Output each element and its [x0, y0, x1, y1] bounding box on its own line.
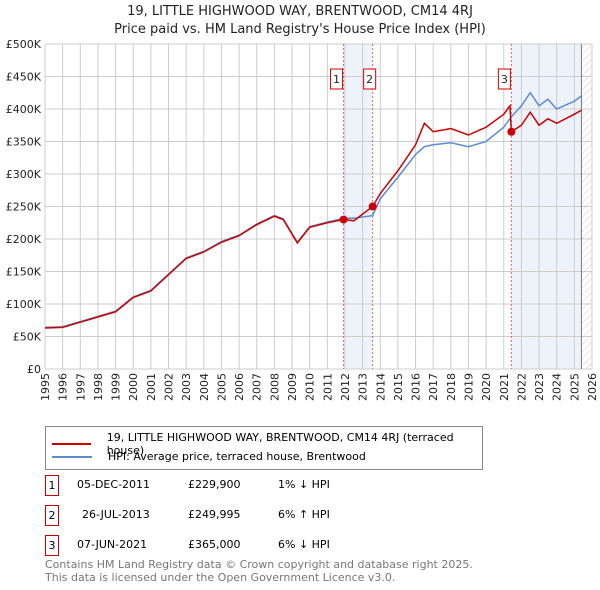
x-tick-label: 2021 [498, 373, 511, 401]
legend-label: 19, LITTLE HIGHWOOD WAY, BRENTWOOD, CM14… [106, 431, 454, 457]
sale-point [368, 202, 377, 211]
sale-marker-badge: 2 [45, 505, 59, 526]
x-tick-label: 2013 [357, 373, 370, 401]
x-tick-label: 2016 [410, 373, 423, 401]
x-tick-label: 2022 [515, 373, 528, 401]
x-tick-label: 1995 [39, 373, 52, 401]
x-tick-label: 2014 [374, 373, 387, 401]
series-line-0 [44, 103, 582, 329]
sale-marker-label: 3 [501, 73, 508, 86]
x-tick-label: 2009 [286, 373, 299, 401]
y-tick-label: £400K [6, 103, 42, 116]
x-tick-label: 2019 [462, 373, 475, 401]
y-tick-label: £250K [6, 201, 42, 214]
legend-label: HPI: Average price, terraced house, Bren… [108, 450, 366, 463]
sale-date: 26-JUL-2013 [82, 508, 150, 521]
y-tick-label: £50K [13, 331, 42, 344]
x-tick-label: 2002 [163, 373, 176, 401]
footer: Contains HM Land Registry data © Crown c… [45, 558, 473, 584]
x-tick-label: 1997 [74, 373, 87, 401]
x-tick-label: 1998 [92, 373, 105, 401]
x-tick-label: 2001 [145, 373, 158, 401]
sale-hpi-diff: 6% ↓ HPI [278, 538, 330, 551]
x-tick-label: 2020 [480, 373, 493, 401]
y-tick-label: £0 [27, 363, 41, 376]
sale-point [507, 127, 516, 136]
x-tick-label: 2024 [551, 373, 564, 401]
sale-marker-badge: 1 [45, 475, 59, 496]
sale-date: 05-DEC-2011 [77, 478, 151, 491]
x-tick-label: 2010 [304, 373, 317, 401]
legend-item-property: 19, LITTLE HIGHWOOD WAY, BRENTWOOD, CM14… [52, 431, 482, 457]
sale-point [339, 215, 348, 224]
sale-marker-badge: 3 [45, 535, 59, 556]
x-tick-label: 2011 [321, 373, 334, 401]
x-tick-label: 2012 [339, 373, 352, 401]
y-tick-label: £150K [6, 266, 42, 279]
x-tick-label: 2018 [445, 373, 458, 401]
footer-line: Contains HM Land Registry data © Crown c… [45, 558, 473, 571]
x-tick-label: 1996 [57, 373, 70, 401]
price-chart: £0 £50K £100K £150K £200K £250K £300K £350K £400… [6, 38, 599, 401]
legend: 19, LITTLE HIGHWOOD WAY, BRENTWOOD, CM14… [45, 426, 483, 470]
x-tick-label: 2000 [127, 373, 140, 401]
x-tick-label: 2003 [180, 373, 193, 401]
series-line-1 [44, 91, 582, 329]
sale-marker-label-box [363, 68, 377, 90]
sale-marker-label-box [330, 68, 344, 90]
y-tick-label: £300K [6, 168, 42, 181]
y-tick-label: £200K [6, 233, 42, 246]
legend-item-hpi: HPI: Average price, terraced house, Bren… [52, 450, 366, 463]
x-tick-label: 2017 [427, 373, 440, 401]
y-tick-label: £450K [6, 71, 42, 84]
y-tick-label: £100K [6, 298, 42, 311]
sale-price: £365,000 [188, 538, 241, 551]
legend-swatch-blue [52, 455, 92, 458]
chart-subtitle: Price paid vs. HM Land Registry's House … [114, 22, 486, 37]
chart-title: 19, LITTLE HIGHWOOD WAY, BRENTWOOD, CM14… [127, 4, 473, 19]
x-tick-label: 2004 [198, 373, 211, 401]
x-tick-label: 2023 [533, 373, 546, 401]
sale-price: £249,995 [188, 508, 241, 521]
sale-marker-label: 1 [333, 73, 340, 86]
x-tick-label: 2007 [251, 373, 264, 401]
x-tick-label: 2005 [215, 373, 228, 401]
sale-price: £229,900 [188, 478, 241, 491]
legend-swatch-red [52, 443, 91, 445]
sale-marker-label: 2 [366, 73, 373, 86]
x-tick-label: 2006 [233, 373, 246, 401]
y-tick-label: £500K [6, 38, 42, 51]
x-tick-label: 2008 [268, 373, 281, 401]
x-tick-label: 2025 [568, 373, 581, 401]
footer-line: This data is licensed under the Open Gov… [45, 571, 396, 584]
sale-marker-label-box [497, 68, 511, 90]
x-tick-label: 1999 [110, 373, 123, 401]
y-tick-label: £350K [6, 136, 42, 149]
sale-date: 07-JUN-2021 [77, 538, 148, 551]
sale-hpi-diff: 1% ↓ HPI [278, 478, 330, 491]
x-tick-label: 2015 [392, 373, 405, 401]
sale-hpi-diff: 6% ↑ HPI [278, 508, 330, 521]
x-tick-label: 2026 [586, 373, 599, 401]
